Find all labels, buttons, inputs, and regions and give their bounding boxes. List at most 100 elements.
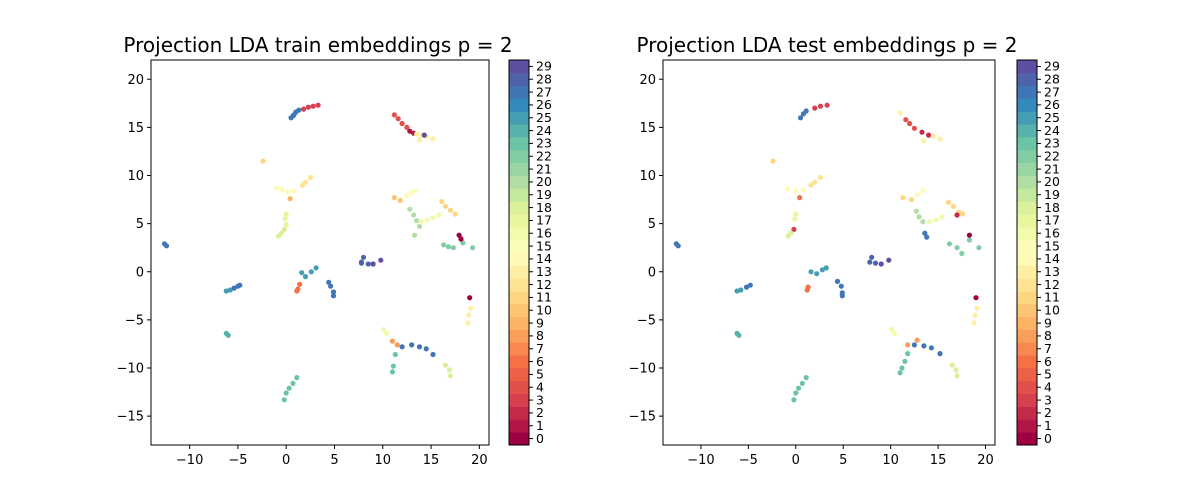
scatter-point (903, 117, 909, 123)
scatter-point (886, 257, 892, 263)
colorbar-tick-label: 7 (1044, 341, 1052, 356)
y-tick-label: 20 (639, 73, 656, 88)
scatter-point (922, 230, 928, 236)
colorbar-band (1017, 162, 1037, 176)
scatter-point (889, 326, 895, 333)
scatter-point (796, 385, 802, 391)
colorbar-tick-label: 26 (1044, 97, 1060, 112)
scatter-point (370, 261, 376, 267)
scatter-point (445, 244, 451, 250)
scatter-point (905, 342, 911, 348)
scatter-point (313, 265, 319, 271)
scatter-point (441, 242, 447, 248)
scatter-point (305, 104, 311, 110)
scatter-point (328, 283, 334, 289)
scatter-point (793, 211, 799, 217)
scatter-point (784, 186, 790, 192)
scatter-point (391, 195, 397, 201)
scatter-point (814, 271, 820, 277)
scatter-point (907, 120, 913, 127)
y-tick-label: 10 (127, 169, 144, 184)
colorbar-tick-label: 1 (1044, 418, 1052, 433)
scatter-point (926, 219, 933, 225)
scatter-point (381, 326, 387, 333)
scatter-point (418, 219, 424, 225)
scatter-point (971, 320, 977, 326)
scatter-point (959, 250, 965, 257)
colorbar-tick-label: 25 (536, 110, 552, 125)
scatter-point (283, 222, 289, 228)
y-tick-label: −10 (117, 362, 144, 377)
y-tick-label: 15 (127, 121, 144, 136)
colorbar-tick-label: 3 (1044, 392, 1052, 407)
scatter-point (414, 218, 420, 224)
colorbar-band (1017, 278, 1037, 292)
colorbar-tick-label: 2 (1044, 405, 1052, 420)
colorbar-band (1017, 252, 1037, 266)
scatter-point (389, 369, 395, 375)
scatter-point (797, 195, 803, 201)
scatter-point (391, 112, 397, 118)
colorbar-tick-label: 9 (1044, 315, 1052, 330)
plot-area-frame (150, 59, 490, 446)
scatter-point (275, 233, 282, 239)
scatter-point (223, 288, 229, 294)
colorbar-band (509, 149, 529, 164)
scatter-point (824, 102, 830, 108)
colorbar-band (509, 239, 529, 253)
y-tick-label: 5 (648, 217, 656, 232)
scatter-point (416, 344, 423, 350)
scatter-point (797, 115, 804, 121)
colorbar-band (1017, 149, 1037, 164)
colorbar-tick-label: 28 (1044, 72, 1060, 87)
scatter-point (466, 312, 472, 318)
scatter-point (974, 305, 980, 311)
scatter-point (407, 206, 413, 212)
scatter-point (793, 188, 799, 194)
colorbar-band (509, 419, 529, 433)
scatter-point (939, 214, 945, 220)
colorbar-band (1017, 316, 1037, 330)
colorbar-tick-label: 12 (536, 277, 552, 292)
scatter-point (872, 260, 879, 266)
scatter-point (954, 373, 960, 379)
scatter-point (399, 344, 405, 350)
scatter-point (738, 287, 744, 293)
scatter-point (953, 367, 959, 373)
colorbar-tick-label: 5 (1044, 367, 1052, 382)
scatter-point (299, 270, 305, 276)
y-tick-label: 5 (136, 217, 144, 232)
scatter-point (954, 212, 960, 218)
colorbar-tick-label: 20 (536, 174, 552, 189)
train-embeddings-panel: Projection LDA train embeddings p = 2 −10… (117, 33, 552, 468)
scatter-point (279, 187, 285, 193)
colorbar-band (1017, 239, 1037, 253)
scatter-point (916, 214, 922, 220)
x-tick-label: −10 (176, 453, 203, 468)
scatter-point (413, 188, 419, 194)
colorbar-band (509, 368, 529, 382)
colorbar-band (509, 291, 529, 305)
colorbar-tick-label: 29 (1044, 59, 1060, 74)
colorbar-band (509, 393, 529, 407)
scatter-point (225, 332, 231, 338)
scatter-point (290, 113, 296, 119)
scatter-point (791, 397, 797, 403)
scatter-point (404, 193, 410, 199)
scatter-point (283, 211, 289, 217)
scatter-point (897, 370, 903, 376)
colorbar-band (509, 137, 529, 151)
scatter-point (792, 216, 798, 222)
scatter-point (315, 102, 321, 108)
scatter-point (468, 305, 474, 311)
scatter-point (817, 103, 824, 109)
colorbar-tick-label: 12 (1044, 277, 1060, 292)
x-tick-label: 5 (839, 453, 847, 468)
scatter-point (675, 243, 681, 249)
colorbar-band (509, 162, 529, 176)
scatter-point (297, 281, 303, 287)
scatter-point (800, 187, 807, 193)
scatter-point (287, 196, 293, 202)
scatter-point (812, 179, 818, 185)
